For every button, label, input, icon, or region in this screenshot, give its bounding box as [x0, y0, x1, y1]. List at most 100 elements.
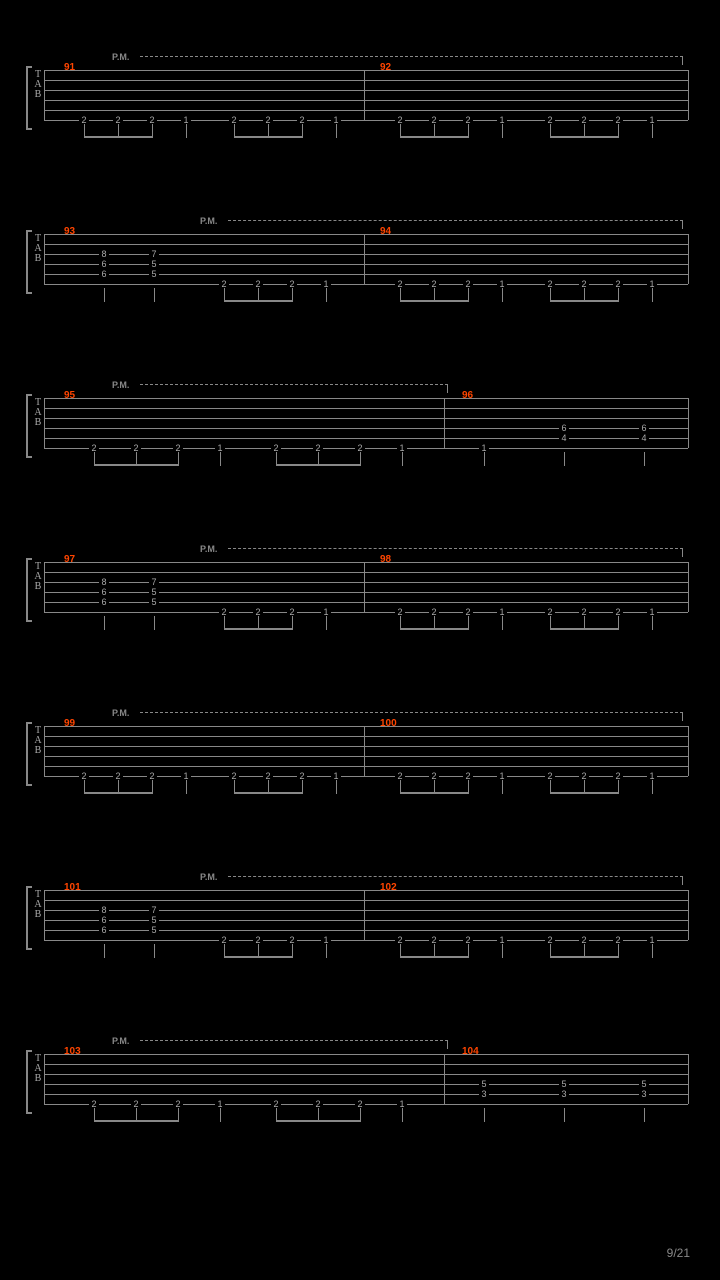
- note-stem: [468, 944, 469, 958]
- note-stem: [154, 944, 155, 958]
- string-line: [44, 766, 688, 767]
- barline: [688, 1054, 689, 1104]
- note-stem: [326, 944, 327, 958]
- barline: [364, 234, 365, 284]
- barline: [364, 726, 365, 776]
- note-beam: [550, 792, 584, 794]
- fret-number: 3: [559, 1089, 569, 1099]
- tab-clef: TAB: [32, 234, 44, 264]
- string-line: [44, 264, 688, 265]
- fret-number: 6: [99, 269, 109, 279]
- barline: [688, 726, 689, 776]
- note-beam: [258, 628, 292, 630]
- tab-clef: TAB: [32, 726, 44, 756]
- note-beam: [118, 136, 152, 138]
- palm-mute-line: [228, 876, 683, 885]
- note-stem: [644, 452, 645, 466]
- note-beam: [550, 300, 584, 302]
- string-line: [44, 244, 688, 245]
- string-line: [44, 592, 688, 593]
- barline: [44, 726, 45, 776]
- palm-mute-line: [140, 384, 448, 393]
- note-beam: [400, 300, 434, 302]
- fret-number: 5: [149, 269, 159, 279]
- string-line: [44, 756, 688, 757]
- palm-mute-label: P.M.: [112, 380, 129, 390]
- palm-mute-label: P.M.: [200, 544, 217, 554]
- note-stem: [292, 288, 293, 302]
- note-stem: [360, 1108, 361, 1122]
- tab-clef: TAB: [32, 562, 44, 592]
- string-line: [44, 1074, 688, 1075]
- string-line: [44, 398, 688, 399]
- fret-number: 5: [149, 925, 159, 935]
- tab-staff: 2221222122212221: [44, 70, 688, 120]
- tab-staff: 2221222122212221: [44, 726, 688, 776]
- fret-number: 8: [99, 577, 109, 587]
- note-beam: [234, 792, 268, 794]
- barline: [688, 890, 689, 940]
- palm-mute-label: P.M.: [112, 52, 129, 62]
- note-stem: [104, 944, 105, 958]
- string-line: [44, 110, 688, 111]
- barline: [44, 562, 45, 612]
- note-stem: [618, 944, 619, 958]
- barline: [44, 234, 45, 284]
- fret-number: 5: [479, 1079, 489, 1089]
- fret-number: 6: [99, 587, 109, 597]
- fret-number: 8: [99, 905, 109, 915]
- note-stem: [618, 124, 619, 138]
- string-line: [44, 80, 688, 81]
- fret-number: 5: [149, 597, 159, 607]
- palm-mute-line: [140, 1040, 448, 1049]
- note-beam: [584, 956, 618, 958]
- barline: [44, 1054, 45, 1104]
- barline: [688, 562, 689, 612]
- tab-clef: TAB: [32, 398, 44, 428]
- fret-number: 7: [149, 905, 159, 915]
- note-beam: [400, 792, 434, 794]
- string-line: [44, 602, 688, 603]
- tab-staff: 2221222116464: [44, 398, 688, 448]
- string-line: [44, 920, 688, 921]
- palm-mute-line: [228, 548, 683, 557]
- note-stem: [484, 1108, 485, 1122]
- note-beam: [276, 1120, 318, 1122]
- note-stem: [186, 780, 187, 794]
- string-line: [44, 910, 688, 911]
- palm-mute-line: [228, 220, 683, 229]
- note-stem: [402, 452, 403, 466]
- note-beam: [224, 628, 258, 630]
- string-line: [44, 254, 688, 255]
- fret-number: 7: [149, 577, 159, 587]
- note-beam: [400, 956, 434, 958]
- note-stem: [402, 1108, 403, 1122]
- note-beam: [550, 136, 584, 138]
- note-stem: [652, 616, 653, 630]
- note-stem: [326, 616, 327, 630]
- note-stem: [652, 124, 653, 138]
- palm-mute-line: [140, 56, 683, 65]
- note-beam: [268, 792, 302, 794]
- note-stem: [502, 288, 503, 302]
- fret-number: 6: [559, 423, 569, 433]
- tab-clef: TAB: [32, 1054, 44, 1084]
- fret-number: 3: [479, 1089, 489, 1099]
- note-beam: [94, 464, 136, 466]
- note-stem: [502, 124, 503, 138]
- note-stem: [154, 288, 155, 302]
- string-line: [44, 438, 688, 439]
- note-stem: [336, 780, 337, 794]
- note-stem: [468, 616, 469, 630]
- note-stem: [618, 288, 619, 302]
- fret-number: 4: [559, 433, 569, 443]
- string-line: [44, 120, 688, 121]
- fret-number: 8: [99, 249, 109, 259]
- note-stem: [644, 1108, 645, 1122]
- tab-clef: TAB: [32, 890, 44, 920]
- string-line: [44, 900, 688, 901]
- note-beam: [84, 792, 118, 794]
- note-stem: [186, 124, 187, 138]
- note-beam: [234, 136, 268, 138]
- tab-staff: 222122212221866755: [44, 234, 688, 284]
